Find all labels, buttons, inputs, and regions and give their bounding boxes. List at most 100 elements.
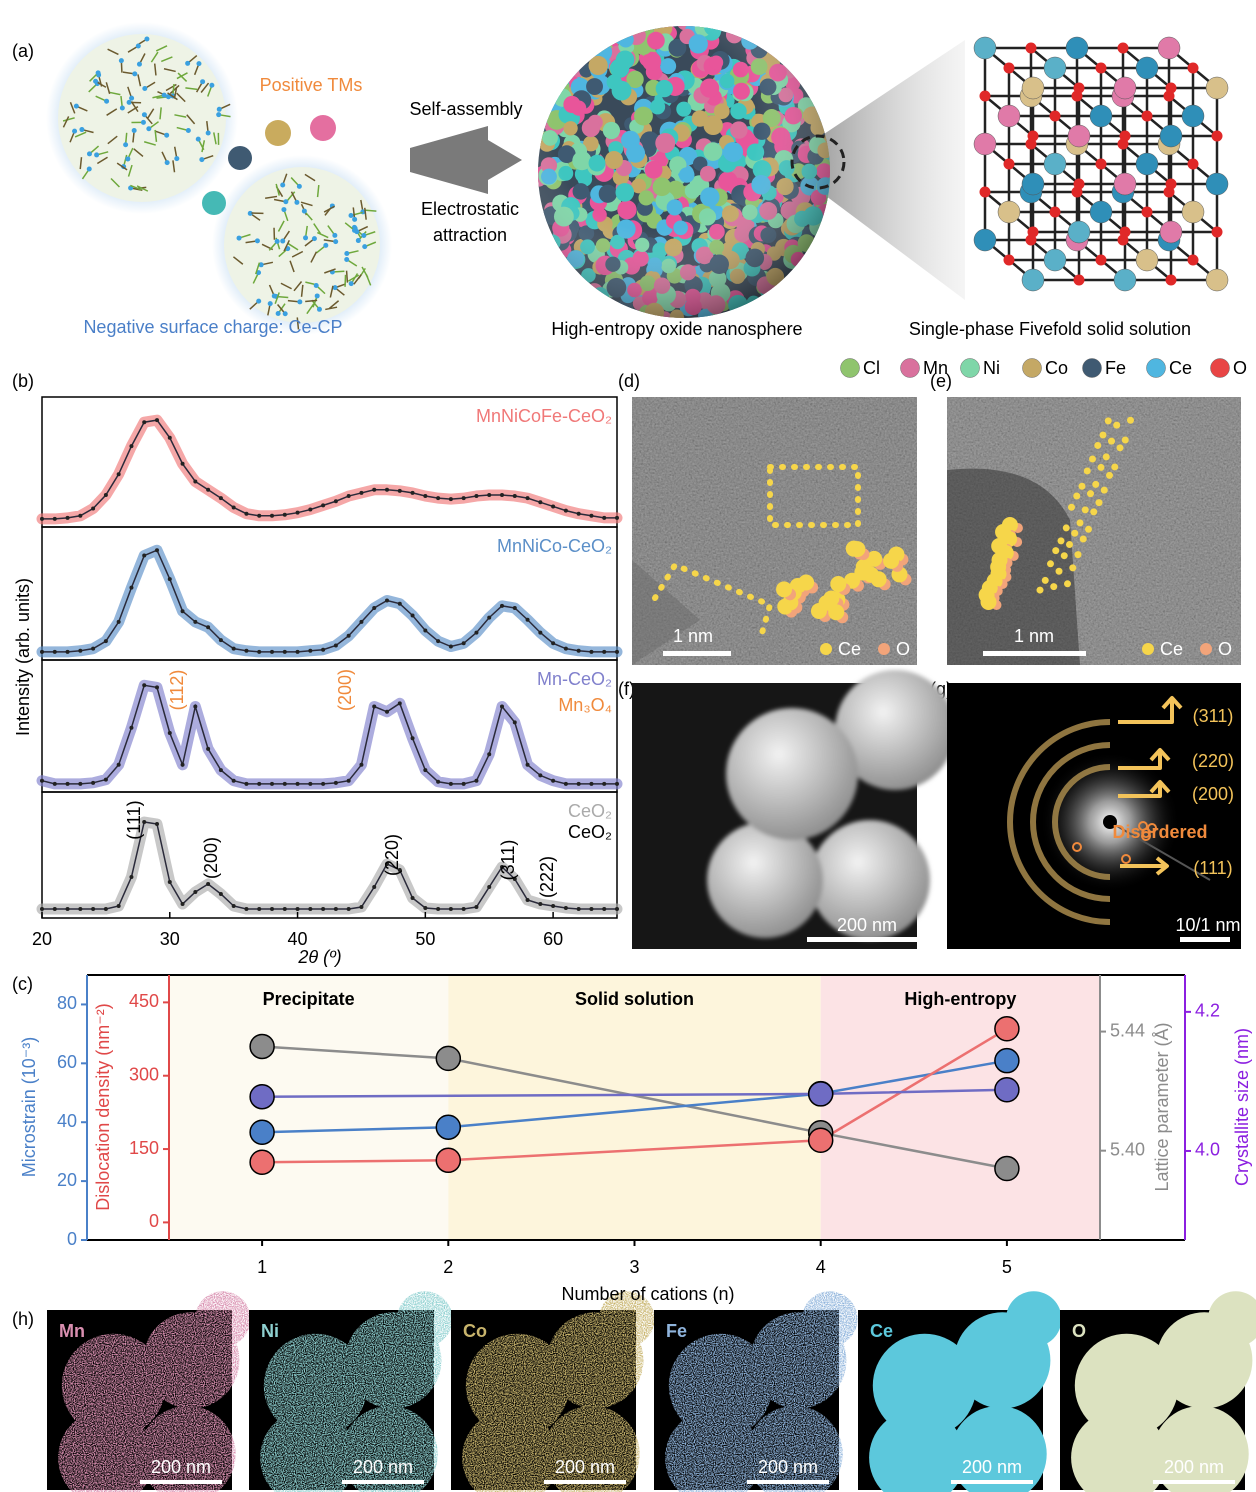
data-point	[526, 763, 530, 767]
peak-label: (200)	[201, 837, 221, 879]
data-point	[244, 782, 248, 786]
data-point	[250, 1034, 274, 1058]
atom	[1117, 444, 1124, 451]
oxygen	[1142, 207, 1153, 218]
data-point	[244, 907, 248, 911]
cation	[1044, 249, 1066, 271]
data-point	[232, 904, 236, 908]
data-point	[219, 638, 223, 642]
region-label: Precipitate	[263, 989, 355, 1009]
legend-label: Cl	[863, 358, 880, 378]
data-point	[551, 904, 555, 908]
data-point	[436, 780, 440, 784]
atom	[1092, 481, 1099, 488]
x-tick-label: 60	[543, 929, 563, 949]
element-label: Ce	[870, 1321, 893, 1341]
oxygen	[1118, 43, 1129, 54]
ring-label: (111)	[1193, 858, 1232, 878]
legend-swatch	[1023, 359, 1042, 378]
peak-label: (222)	[537, 856, 557, 898]
cation	[998, 105, 1020, 127]
data-point	[462, 782, 466, 786]
data-point	[193, 890, 197, 894]
data-point	[615, 782, 619, 786]
data-point	[91, 781, 95, 785]
polymer-node	[93, 79, 98, 84]
y-tick-label: 4.0	[1195, 1140, 1220, 1160]
particle-signal	[1006, 1291, 1062, 1347]
polymer-node	[132, 71, 137, 76]
scale-label: 200 nm	[151, 1457, 211, 1477]
data-point	[283, 907, 287, 911]
data-point	[232, 647, 236, 651]
data-point	[155, 548, 159, 552]
cation	[1158, 37, 1180, 59]
legend-label: Ce	[838, 639, 861, 659]
ion-label: Positive TMs	[260, 75, 363, 95]
data-point	[334, 499, 338, 503]
polymer-node	[144, 36, 149, 41]
region-label: Solid solution	[575, 989, 694, 1009]
polymer-node	[349, 213, 354, 218]
data-point	[436, 1148, 460, 1172]
y-axis-label: Lattice parameter (Å)	[1152, 1022, 1172, 1191]
data-point	[250, 1085, 274, 1109]
element-label: O	[1072, 1321, 1086, 1341]
series-label: Mn-CeO₂	[537, 669, 612, 689]
data-point	[411, 491, 415, 495]
data-point	[577, 649, 581, 653]
data-point	[564, 647, 568, 651]
y-tick-label: 60	[57, 1052, 77, 1072]
series-label: MnNiCoFe-CeO₂	[476, 406, 612, 426]
polymer-strand	[364, 210, 376, 211]
polymer-node	[125, 156, 130, 161]
polymer-node	[165, 160, 170, 165]
data-point	[257, 514, 261, 518]
atom	[1042, 577, 1049, 584]
atom	[828, 604, 844, 620]
data-point	[564, 906, 568, 910]
polymer-strand	[347, 271, 348, 283]
y-axis-label: Intensity (arb. units)	[13, 578, 33, 736]
polymer-node	[142, 112, 147, 117]
data-point	[193, 620, 197, 624]
atom	[1082, 506, 1089, 513]
caption: High-entropy oxide nanosphere	[551, 319, 802, 339]
atom	[1080, 536, 1087, 543]
data-point	[385, 710, 389, 714]
data-point	[995, 1157, 1019, 1181]
polymer-node	[281, 207, 286, 212]
data-point	[526, 618, 530, 622]
atom	[1087, 490, 1094, 497]
data-point	[474, 905, 478, 909]
data-point	[995, 1078, 1019, 1102]
data-point	[40, 779, 44, 783]
polymer-node	[283, 199, 288, 204]
legend-label: O	[896, 639, 910, 659]
series-label: MnNiCo-CeO₂	[497, 536, 612, 556]
legend-label: Mn	[923, 358, 948, 378]
region	[448, 975, 820, 1240]
polymer-node	[185, 61, 190, 66]
data-point	[296, 782, 300, 786]
polymer-node	[314, 283, 319, 288]
polymer-node	[162, 93, 167, 98]
oxygen	[1188, 255, 1199, 266]
data-point	[538, 902, 542, 906]
panel-h: Mn200 nmNi200 nmCo200 nmFe200 nmCe200 nm…	[47, 1291, 1256, 1492]
oxygen	[1166, 83, 1177, 94]
x-tick-label: 2	[443, 1257, 453, 1277]
data-point	[206, 882, 210, 886]
atom	[1069, 564, 1076, 571]
data-point	[411, 736, 415, 740]
y-tick-label: 150	[129, 1138, 159, 1158]
data-point	[142, 683, 146, 687]
atom	[1103, 453, 1110, 460]
data-point	[615, 650, 619, 654]
data-point	[487, 616, 491, 620]
cation	[1066, 37, 1088, 59]
data-point	[564, 782, 568, 786]
nanosphere-shade	[538, 26, 830, 318]
data-point	[385, 488, 389, 492]
polymer-node	[275, 239, 280, 244]
